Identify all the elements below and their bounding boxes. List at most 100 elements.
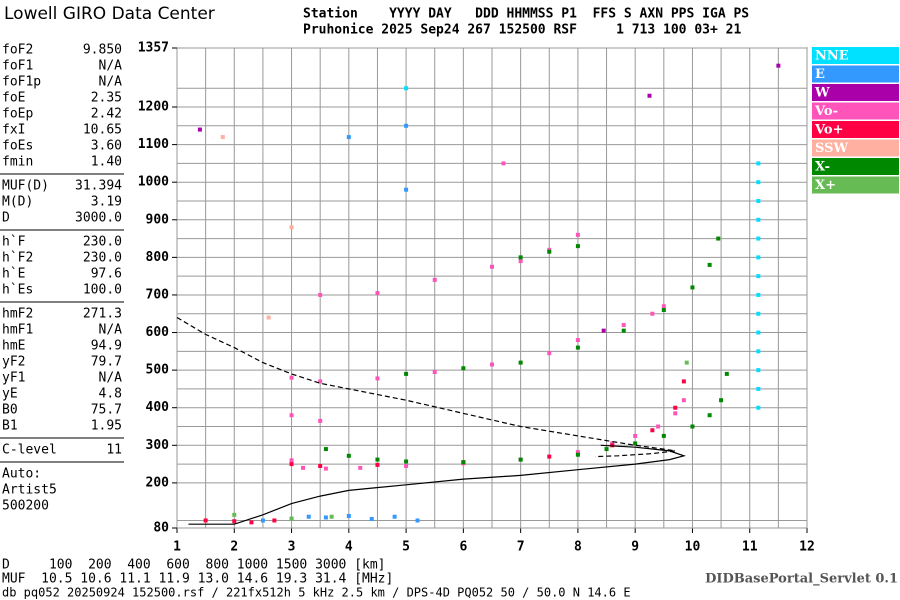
echo-point	[375, 457, 380, 462]
y-tick-label: 500	[146, 363, 170, 378]
echo-point	[707, 262, 712, 267]
echo-point	[404, 371, 409, 376]
legend-swatch	[812, 84, 899, 101]
echo-point	[266, 315, 271, 320]
param-name: fxI	[2, 123, 25, 138]
param-value: 1.40	[91, 155, 122, 170]
echo-point	[232, 512, 237, 517]
param-name: foEp	[2, 107, 33, 122]
echo-point	[197, 127, 202, 132]
echo-point	[707, 413, 712, 418]
param-value: N/A	[99, 75, 123, 90]
auto-label: 500200	[2, 499, 49, 514]
echo-point	[656, 424, 661, 429]
param-name: yE	[2, 387, 18, 402]
param-name: yF1	[2, 371, 25, 386]
echo-point	[260, 518, 265, 523]
param-value: 230.0	[83, 251, 122, 266]
echo-point	[392, 514, 397, 519]
legend-swatch	[812, 47, 899, 64]
auto-label: Artist5	[2, 483, 57, 498]
echo-point	[346, 453, 351, 458]
param-name: hmF2	[2, 307, 33, 322]
echo-point	[681, 398, 686, 403]
echo-point	[719, 398, 724, 403]
echo-point	[404, 123, 409, 128]
echo-point	[756, 161, 761, 166]
echo-point	[415, 518, 420, 523]
muf-row: MUF 10.5 10.6 11.1 11.9 13.0 14.6 19.3 3…	[2, 572, 393, 587]
y-tick-label: 700	[146, 287, 170, 302]
param-name: M(D)	[2, 195, 33, 210]
echo-point	[404, 463, 409, 468]
echo-point	[575, 450, 580, 455]
param-name: h`F	[2, 235, 26, 250]
param-name: B1	[2, 419, 18, 434]
param-value: 2.35	[91, 91, 122, 106]
legend-swatch	[812, 121, 899, 138]
file-row: db pq052 20250924 152500.rsf / 221fx512h…	[2, 586, 631, 600]
echo-point	[756, 255, 761, 260]
param-value: 9.850	[83, 43, 122, 58]
echo-point	[518, 360, 523, 365]
echo-point	[601, 328, 606, 333]
echo-point	[575, 244, 580, 249]
echo-point	[647, 93, 652, 98]
legend-swatch	[812, 65, 899, 83]
legend-label: Vo+	[814, 123, 843, 138]
echo-point	[289, 458, 294, 463]
echo-point	[501, 161, 506, 166]
x-tick-label: 12	[799, 540, 815, 555]
echo-point	[575, 232, 580, 237]
param-name: D	[2, 211, 10, 226]
distance-row: D 100 200 400 600 800 1000 1500 3000 [km…	[2, 558, 386, 573]
auto-label: Auto:	[2, 467, 41, 482]
echo-point	[756, 349, 761, 354]
param-name: h`Es	[2, 283, 33, 298]
param-value: 3.19	[91, 195, 122, 210]
y-tick-label: 300	[146, 438, 170, 453]
echo-point	[358, 465, 363, 470]
y-tick-label: 800	[146, 250, 170, 265]
y-tick-label: 600	[146, 325, 170, 340]
echo-point	[490, 362, 494, 367]
echo-point	[716, 236, 721, 241]
legend-swatch	[812, 102, 899, 120]
echo-point	[756, 311, 761, 316]
param-value: N/A	[99, 371, 123, 386]
echo-point	[661, 433, 666, 438]
echo-point	[756, 236, 761, 241]
x-tick-label: 4	[345, 540, 353, 555]
echo-point	[690, 285, 695, 290]
x-tick-label: 11	[742, 540, 758, 555]
param-value: 230.0	[83, 235, 122, 250]
echo-point	[404, 459, 409, 464]
param-name: fmin	[2, 155, 33, 170]
y-tick-label: 80	[153, 521, 169, 536]
echo-point	[289, 375, 294, 380]
echo-point	[621, 323, 626, 328]
echo-point	[306, 514, 311, 519]
echo-point	[673, 411, 678, 416]
param-value: 97.6	[91, 267, 122, 282]
param-value: 100.0	[83, 283, 122, 298]
param-name: h`E	[2, 267, 25, 282]
echo-point	[301, 465, 305, 470]
echo-point	[756, 274, 761, 279]
x-tick-label: 9	[631, 540, 639, 555]
muf-curve	[176, 316, 676, 458]
param-name: foF2	[2, 43, 33, 58]
echo-point	[756, 330, 761, 335]
y-tick-label: 1100	[138, 137, 169, 152]
param-name: B0	[2, 403, 18, 418]
echo-point	[650, 311, 655, 316]
echo-point	[323, 515, 328, 520]
echo-point	[518, 255, 523, 260]
echo-point	[375, 376, 380, 381]
legend-swatch	[812, 176, 899, 194]
legend-label: NNE	[815, 49, 849, 64]
echo-point	[690, 424, 695, 429]
y-tick-label: 900	[146, 212, 170, 227]
param-value: 271.3	[83, 307, 122, 322]
param-value: 94.9	[91, 339, 122, 354]
